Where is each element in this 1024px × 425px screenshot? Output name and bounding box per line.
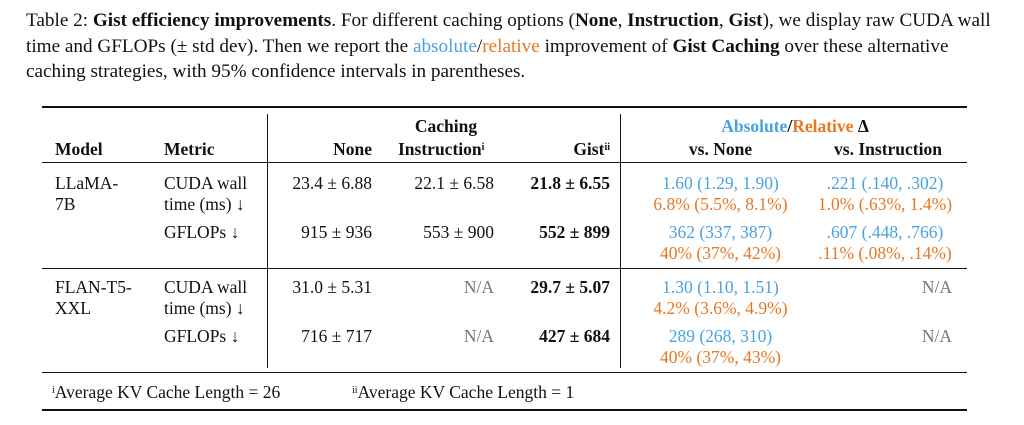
header-absolute: Absolute	[721, 116, 788, 136]
caption-slash: /	[476, 35, 483, 57]
vs-instruction-value: N/A	[921, 326, 952, 346]
header-model: Model	[55, 139, 103, 159]
vs-none-relative: 40% (37%, 43%)	[659, 347, 781, 367]
caption-sep: ,	[617, 10, 628, 31]
bottom-rule	[42, 409, 967, 411]
top-rule	[42, 106, 967, 108]
vs-instruction-relative: 1.0% (.63%, 1.4%)	[817, 194, 953, 214]
caption-text: ), we display raw CUDA wall time and GFL…	[26, 10, 991, 57]
caption-option-none: None	[574, 10, 618, 31]
data-bottom-rule	[42, 372, 967, 373]
footnote-i-mark: i	[52, 385, 55, 396]
none-value: 23.4 ± 6.88	[292, 173, 372, 193]
caption-text: improvement of	[539, 35, 673, 57]
vs-none-absolute: 1.30 (1.10, 1.51)	[662, 277, 779, 297]
caption-text: over these alternative caching strategie…	[26, 35, 949, 83]
table-caption: Table 2: Gist efficiency improvements. F…	[26, 8, 1006, 85]
caption-relative: relative	[482, 35, 540, 57]
gist-value: 29.7 ± 5.07	[530, 277, 610, 297]
caption-sep: ,	[718, 10, 729, 31]
header-instruction: Instructioni	[398, 139, 484, 160]
caption-label: Table 2:	[26, 10, 89, 31]
vs-none-relative: 6.8% (5.5%, 8.1%)	[653, 194, 788, 214]
vs-instruction-absolute: .607 (.448, .766)	[826, 222, 944, 242]
vs-none-relative: 4.2% (3.6%, 4.9%)	[653, 298, 788, 318]
vs-none-absolute: 289 (268, 310)	[668, 326, 773, 346]
caption-absolute: absolute	[412, 35, 477, 57]
header-delta-symbol: Δ	[853, 116, 869, 136]
model-name: 7B	[55, 194, 76, 214]
footnote-i: iAverage KV Cache Length = 26	[52, 382, 280, 403]
header-relative: Relative	[792, 116, 854, 136]
vs-instruction-relative: .11% (.08%, .14%)	[818, 243, 952, 263]
caption-gist-caching: Gist Caching	[672, 35, 780, 57]
instruction-value: N/A	[463, 326, 494, 346]
footnote-ii-mark: ii	[352, 385, 358, 396]
vs-none-absolute: 1.60 (1.29, 1.90)	[662, 173, 779, 193]
vs-instruction-absolute: .221 (.140, .302)	[826, 173, 944, 193]
gist-value: 427 ± 684	[539, 326, 610, 346]
header-instruction-footnote-mark: i	[481, 142, 485, 153]
header-slash: /	[787, 116, 793, 136]
header-metric: Metric	[164, 139, 215, 159]
none-value: 716 ± 717	[301, 326, 372, 346]
metric-name: CUDA wall	[164, 173, 248, 193]
instruction-value: 22.1 ± 6.58	[414, 173, 494, 193]
header-rule	[42, 162, 967, 163]
section-rule	[42, 268, 967, 269]
header-none: None	[333, 139, 372, 159]
vs-none-absolute: 362 (337, 387)	[668, 222, 773, 242]
metric-name: GFLOPs ↓	[164, 326, 240, 346]
model-name: FLAN-T5-	[55, 277, 132, 297]
header-vs-none: vs. None	[688, 139, 753, 159]
metric-name: GFLOPs ↓	[164, 222, 240, 242]
footnote-i-text: Average KV Cache Length = 26	[54, 382, 281, 402]
caption-title: Gist efficiency improvements	[92, 10, 332, 31]
metric-name: time (ms) ↓	[164, 298, 245, 318]
instruction-value: N/A	[463, 277, 494, 297]
footnote-ii-text: Average KV Cache Length = 1	[357, 382, 575, 402]
column-divider	[267, 114, 268, 368]
header-gist-label: Gist	[573, 139, 605, 159]
column-divider	[620, 114, 621, 368]
header-gist-footnote-mark: ii	[604, 142, 610, 153]
caption-option-instruction: Instruction	[627, 10, 719, 31]
caption-text: . For different caching options (	[331, 10, 575, 31]
none-value: 915 ± 936	[301, 222, 372, 242]
gist-value: 21.8 ± 6.55	[530, 173, 610, 193]
vs-instruction-value: N/A	[921, 277, 952, 297]
header-delta: Absolute/Relative Δ	[630, 116, 960, 137]
model-name: XXL	[55, 298, 91, 318]
none-value: 31.0 ± 5.31	[292, 277, 372, 297]
header-gist: Gistii	[510, 139, 610, 160]
metric-name: time (ms) ↓	[164, 194, 245, 214]
header-caching: Caching	[414, 116, 478, 136]
instruction-value: 553 ± 900	[423, 222, 494, 242]
header-instruction-label: Instruction	[398, 139, 482, 159]
metric-name: CUDA wall	[164, 277, 248, 297]
model-name: LLaMA-	[55, 173, 119, 193]
gist-value: 552 ± 899	[539, 222, 610, 242]
footnote-ii: iiAverage KV Cache Length = 1	[352, 382, 574, 403]
caption-option-gist: Gist	[728, 10, 763, 31]
header-vs-instruction: vs. Instruction	[834, 139, 942, 159]
vs-none-relative: 40% (37%, 42%)	[659, 243, 781, 263]
